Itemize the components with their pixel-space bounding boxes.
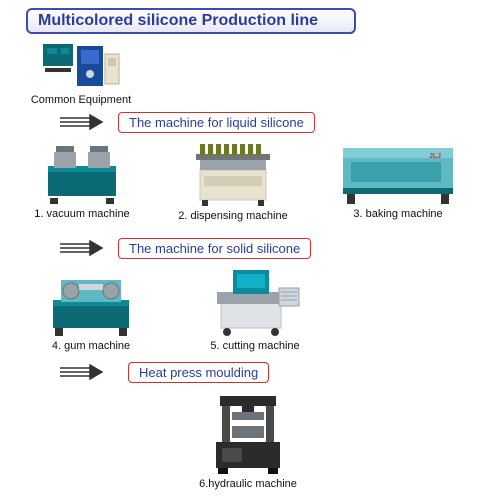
section-liquid-silicone: The machine for liquid silicone bbox=[118, 112, 315, 133]
baking-machine-img: JLJ bbox=[339, 140, 457, 206]
section-solid-silicone: The machine for solid silicone bbox=[118, 238, 311, 259]
hydraulic-machine: 6.hydraulic machine bbox=[178, 390, 318, 490]
svg-text:JLJ: JLJ bbox=[429, 153, 441, 160]
section-heat-press: Heat press moulding bbox=[128, 362, 269, 383]
baking-machine-caption: 3. baking machine bbox=[328, 208, 468, 220]
vacuum-machine-img bbox=[42, 142, 122, 206]
common-equipment-img bbox=[41, 40, 121, 92]
section-arrow-icon bbox=[58, 114, 104, 130]
common-equipment-caption: Common Equipment bbox=[26, 94, 136, 106]
dispensing-machine-caption: 2. dispensing machine bbox=[168, 210, 298, 222]
cutting-machine: 5. cutting machine bbox=[190, 262, 320, 352]
cutting-machine-img bbox=[207, 262, 303, 338]
gum-machine-img bbox=[45, 266, 137, 338]
hydraulic-machine-caption: 6.hydraulic machine bbox=[178, 478, 318, 490]
common-equipment: Common Equipment bbox=[26, 40, 136, 106]
dispensing-machine-img bbox=[188, 138, 278, 208]
gum-machine-caption: 4. gum machine bbox=[26, 340, 156, 352]
vacuum-machine: 1. vacuum machine bbox=[22, 142, 142, 220]
gum-machine: 4. gum machine bbox=[26, 266, 156, 352]
section-arrow-icon bbox=[58, 240, 104, 256]
dispensing-machine: 2. dispensing machine bbox=[168, 138, 298, 222]
page-title: Multicolored silicone Production line bbox=[26, 8, 356, 34]
section-arrow-icon bbox=[58, 364, 104, 380]
vacuum-machine-caption: 1. vacuum machine bbox=[22, 208, 142, 220]
baking-machine: JLJ 3. baking machine bbox=[328, 140, 468, 220]
hydraulic-machine-img bbox=[202, 390, 294, 476]
cutting-machine-caption: 5. cutting machine bbox=[190, 340, 320, 352]
